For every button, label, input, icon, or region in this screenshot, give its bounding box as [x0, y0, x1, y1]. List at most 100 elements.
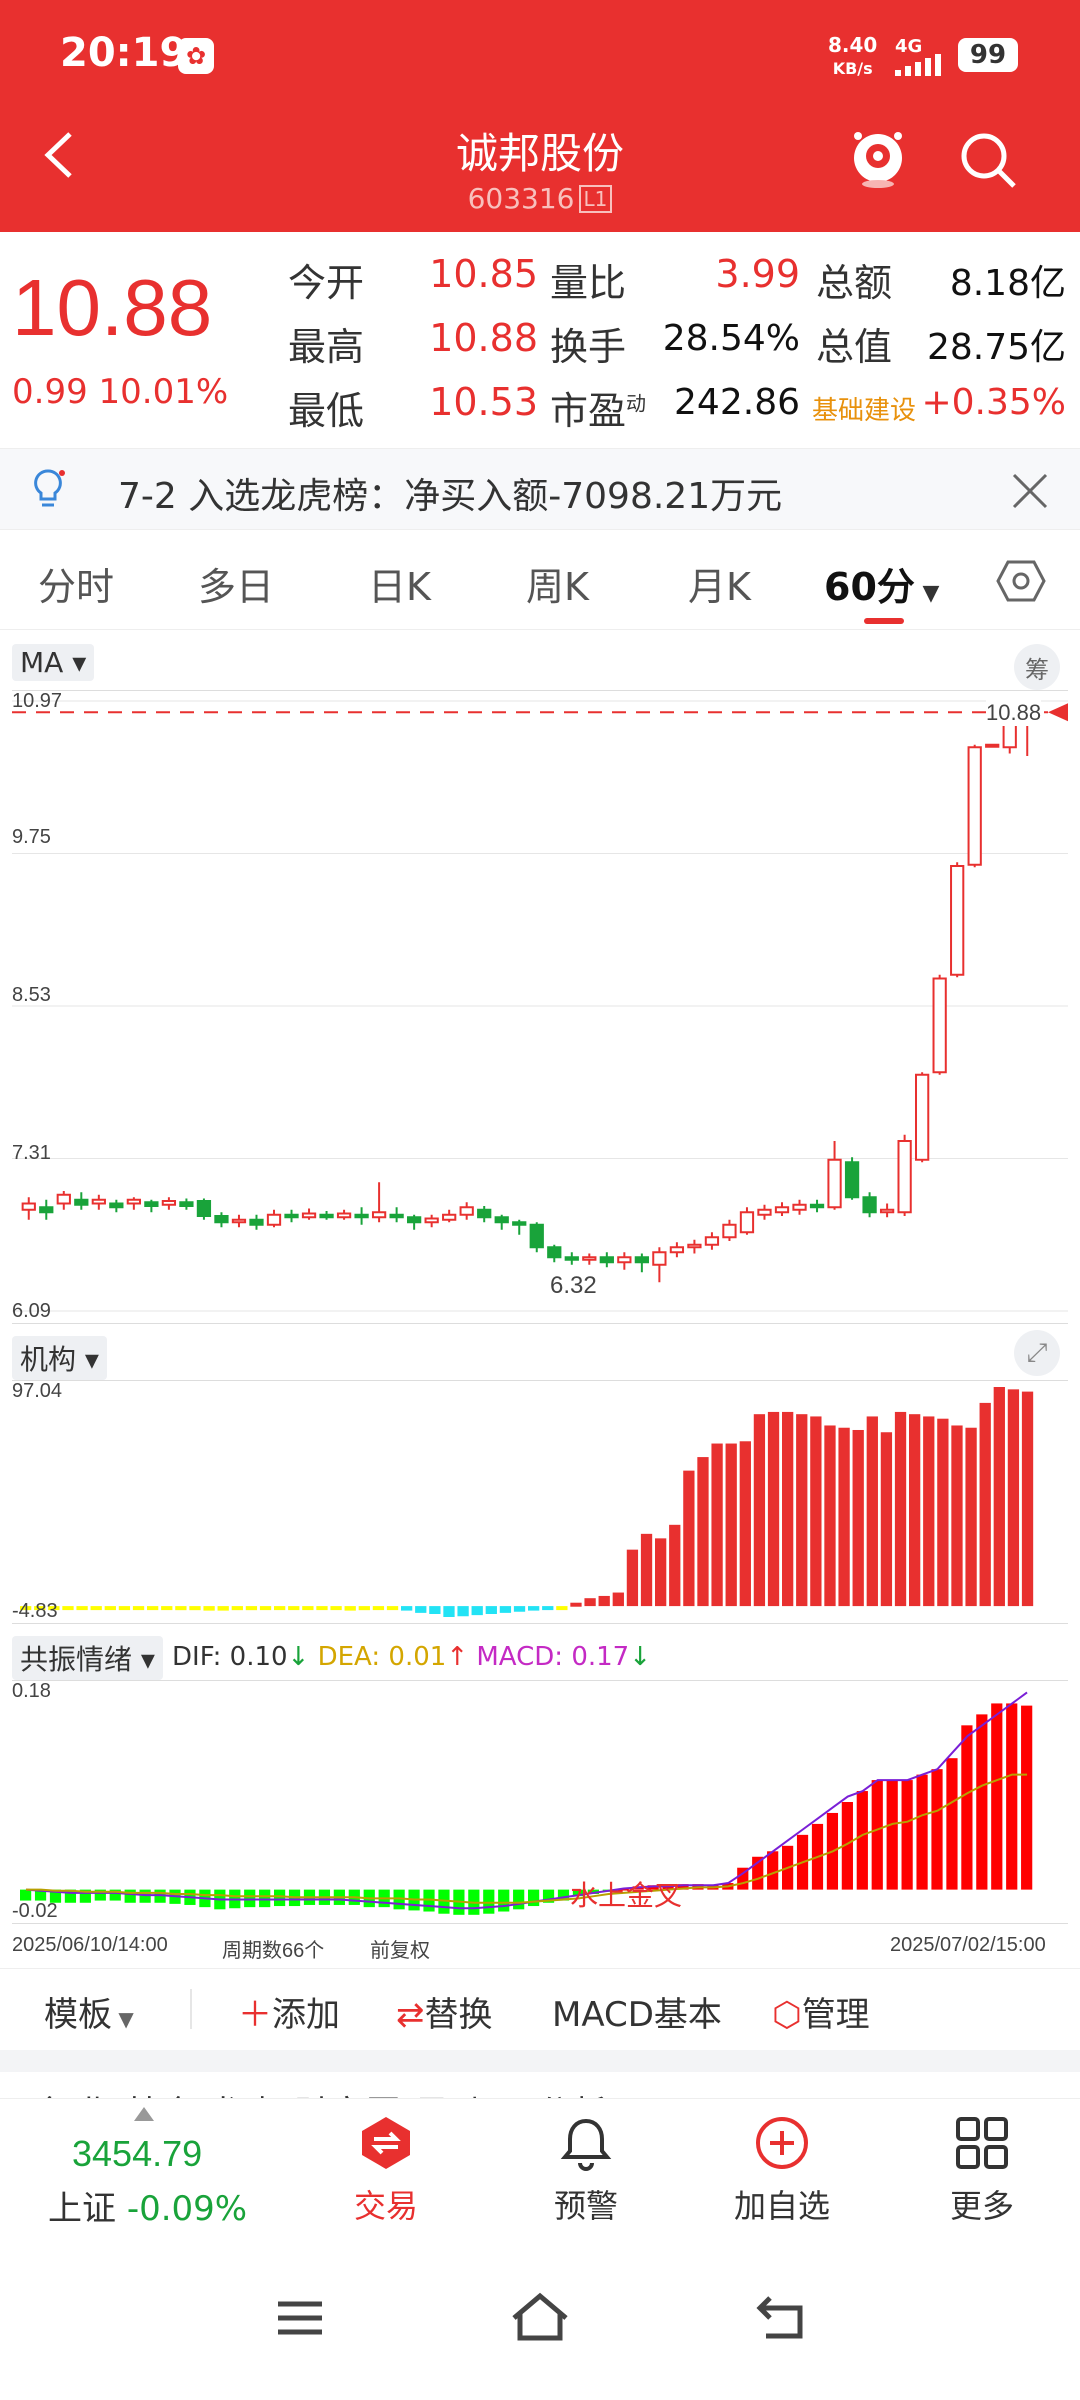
ind1-top-label: 97.04 — [12, 1380, 63, 1402]
add-button[interactable]: ＋添加 — [238, 1995, 340, 2035]
macd-bar — [259, 1889, 271, 1908]
candle — [547, 1246, 562, 1259]
expand-up-icon[interactable] — [134, 2107, 154, 2121]
sector-label[interactable]: 基础建设 — [812, 396, 917, 426]
tab-weekly-k[interactable]: 周K — [526, 565, 589, 609]
institution-bar — [838, 1427, 850, 1607]
tab-monthly-k[interactable]: 月K — [688, 565, 751, 609]
institution-bar — [429, 1606, 441, 1614]
candle — [266, 1213, 282, 1226]
expand-icon[interactable]: ⤢ — [1014, 1330, 1060, 1376]
manage-button[interactable]: ⬡管理 — [772, 1995, 870, 2035]
candle — [179, 1201, 194, 1207]
candle — [915, 1073, 930, 1161]
tab-multi-day[interactable]: 多日 — [198, 565, 275, 609]
macd-chart[interactable] — [12, 1680, 1068, 1924]
news-text[interactable]: 7-2 入选龙虎榜：净买入额-7098.21万元 — [118, 476, 783, 517]
macd-bar — [483, 1889, 495, 1914]
menu-icon[interactable] — [276, 2298, 324, 2338]
signal-icon — [895, 54, 941, 76]
high-value: 10.88 — [429, 316, 538, 360]
macd-bar — [572, 1889, 585, 1897]
macd-bar — [991, 1703, 1003, 1890]
institution-bar — [34, 1606, 46, 1611]
candle — [582, 1256, 597, 1261]
macd-bar — [946, 1758, 958, 1890]
ind1-bottom-label: -4.83 — [12, 1600, 58, 1622]
macd-bar — [737, 1867, 749, 1890]
lightbulb-icon — [34, 469, 65, 507]
macd-basic-button[interactable]: MACD基本 — [552, 1995, 722, 2035]
chart-settings-icon[interactable] — [996, 556, 1046, 606]
candle — [722, 1223, 737, 1239]
candle — [862, 1196, 877, 1214]
candle — [897, 1140, 912, 1214]
institution-bar — [386, 1606, 399, 1611]
index-label[interactable]: 上证 -0.09% — [48, 2189, 248, 2229]
nav-add-watchlist[interactable]: 加自选 — [712, 2115, 852, 2227]
pe-value: 242.86 — [674, 382, 800, 423]
institution-bar — [683, 1470, 695, 1607]
institution-bar — [330, 1606, 342, 1611]
institution-bar — [937, 1418, 949, 1607]
period-count: 周期数66个 — [222, 1940, 325, 1962]
status-time: 20:19 — [60, 30, 188, 76]
back-arrow-icon[interactable] — [40, 130, 80, 180]
institution-bar — [161, 1606, 173, 1611]
news-banner[interactable]: 7-2 入选龙虎榜：净买入额-7098.21万元 — [0, 448, 1080, 530]
back-nav-icon[interactable] — [756, 2294, 808, 2340]
kline-chart[interactable] — [12, 690, 1068, 1324]
low-value: 10.53 — [429, 380, 538, 424]
search-icon[interactable] — [958, 130, 1018, 190]
mascot-icon[interactable] — [848, 128, 908, 190]
candle — [967, 746, 982, 866]
nav-trade[interactable]: 交易 — [316, 2115, 456, 2227]
chip-distribution-button[interactable]: 筹 — [1014, 644, 1060, 690]
turnover-amount-label: 总额 — [816, 261, 893, 305]
resonance-selector[interactable]: 共振情绪 ▾ — [12, 1636, 163, 1680]
price-change: 0.99 10.01% — [12, 372, 229, 412]
sector-change[interactable]: +0.35% — [921, 382, 1066, 423]
institution-bar — [894, 1411, 907, 1607]
macd-bar — [393, 1889, 405, 1910]
add-circle-icon — [756, 2117, 808, 2169]
nav-alert[interactable]: 预警 — [516, 2115, 656, 2227]
institution-bar — [415, 1606, 427, 1613]
institution-bar — [245, 1606, 258, 1611]
kline-plot[interactable] — [12, 691, 1068, 1325]
institution-chart[interactable] — [12, 1380, 1068, 1624]
replace-button[interactable]: ⇄替换 — [396, 1995, 493, 2035]
tab-intraday[interactable]: 分时 — [38, 565, 115, 609]
institution-bar — [782, 1411, 794, 1607]
adjust-mode[interactable]: 前复权 — [370, 1940, 430, 1962]
institution-bar — [810, 1416, 822, 1607]
home-icon[interactable] — [510, 2292, 570, 2342]
turnover-rate-label: 换手 — [550, 325, 627, 369]
candle — [109, 1202, 124, 1209]
turnover-rate-value: 28.54% — [662, 318, 800, 359]
candle — [652, 1251, 667, 1266]
candle — [249, 1218, 264, 1226]
macd-bar — [49, 1889, 62, 1903]
index-value[interactable]: 3454.79 — [72, 2133, 203, 2174]
system-nav-bar — [0, 2238, 1080, 2400]
tab-daily-k[interactable]: 日K — [368, 565, 431, 609]
institution-bar — [993, 1387, 1005, 1607]
candle — [669, 1246, 685, 1254]
nav-more[interactable]: 更多 — [912, 2115, 1052, 2227]
open-label: 今开 — [288, 261, 365, 305]
institution-bar — [288, 1606, 300, 1611]
institution-bar — [457, 1606, 469, 1617]
plus-icon: ＋ — [238, 1995, 272, 2035]
institution-bar — [189, 1606, 201, 1611]
candle — [39, 1206, 54, 1214]
template-button[interactable]: 模板 ▼ — [44, 1995, 134, 2035]
volume-ratio-value: 3.99 — [715, 252, 800, 296]
institution-bar — [259, 1606, 272, 1611]
ma-selector[interactable]: MA ▾ — [12, 644, 95, 681]
tab-60min[interactable]: 60分 ▼ — [824, 565, 940, 609]
close-icon[interactable] — [1010, 471, 1050, 511]
macd-bar — [244, 1889, 256, 1908]
institution-selector[interactable]: 机构 ▾ — [12, 1336, 107, 1380]
institution-bar — [584, 1598, 596, 1607]
